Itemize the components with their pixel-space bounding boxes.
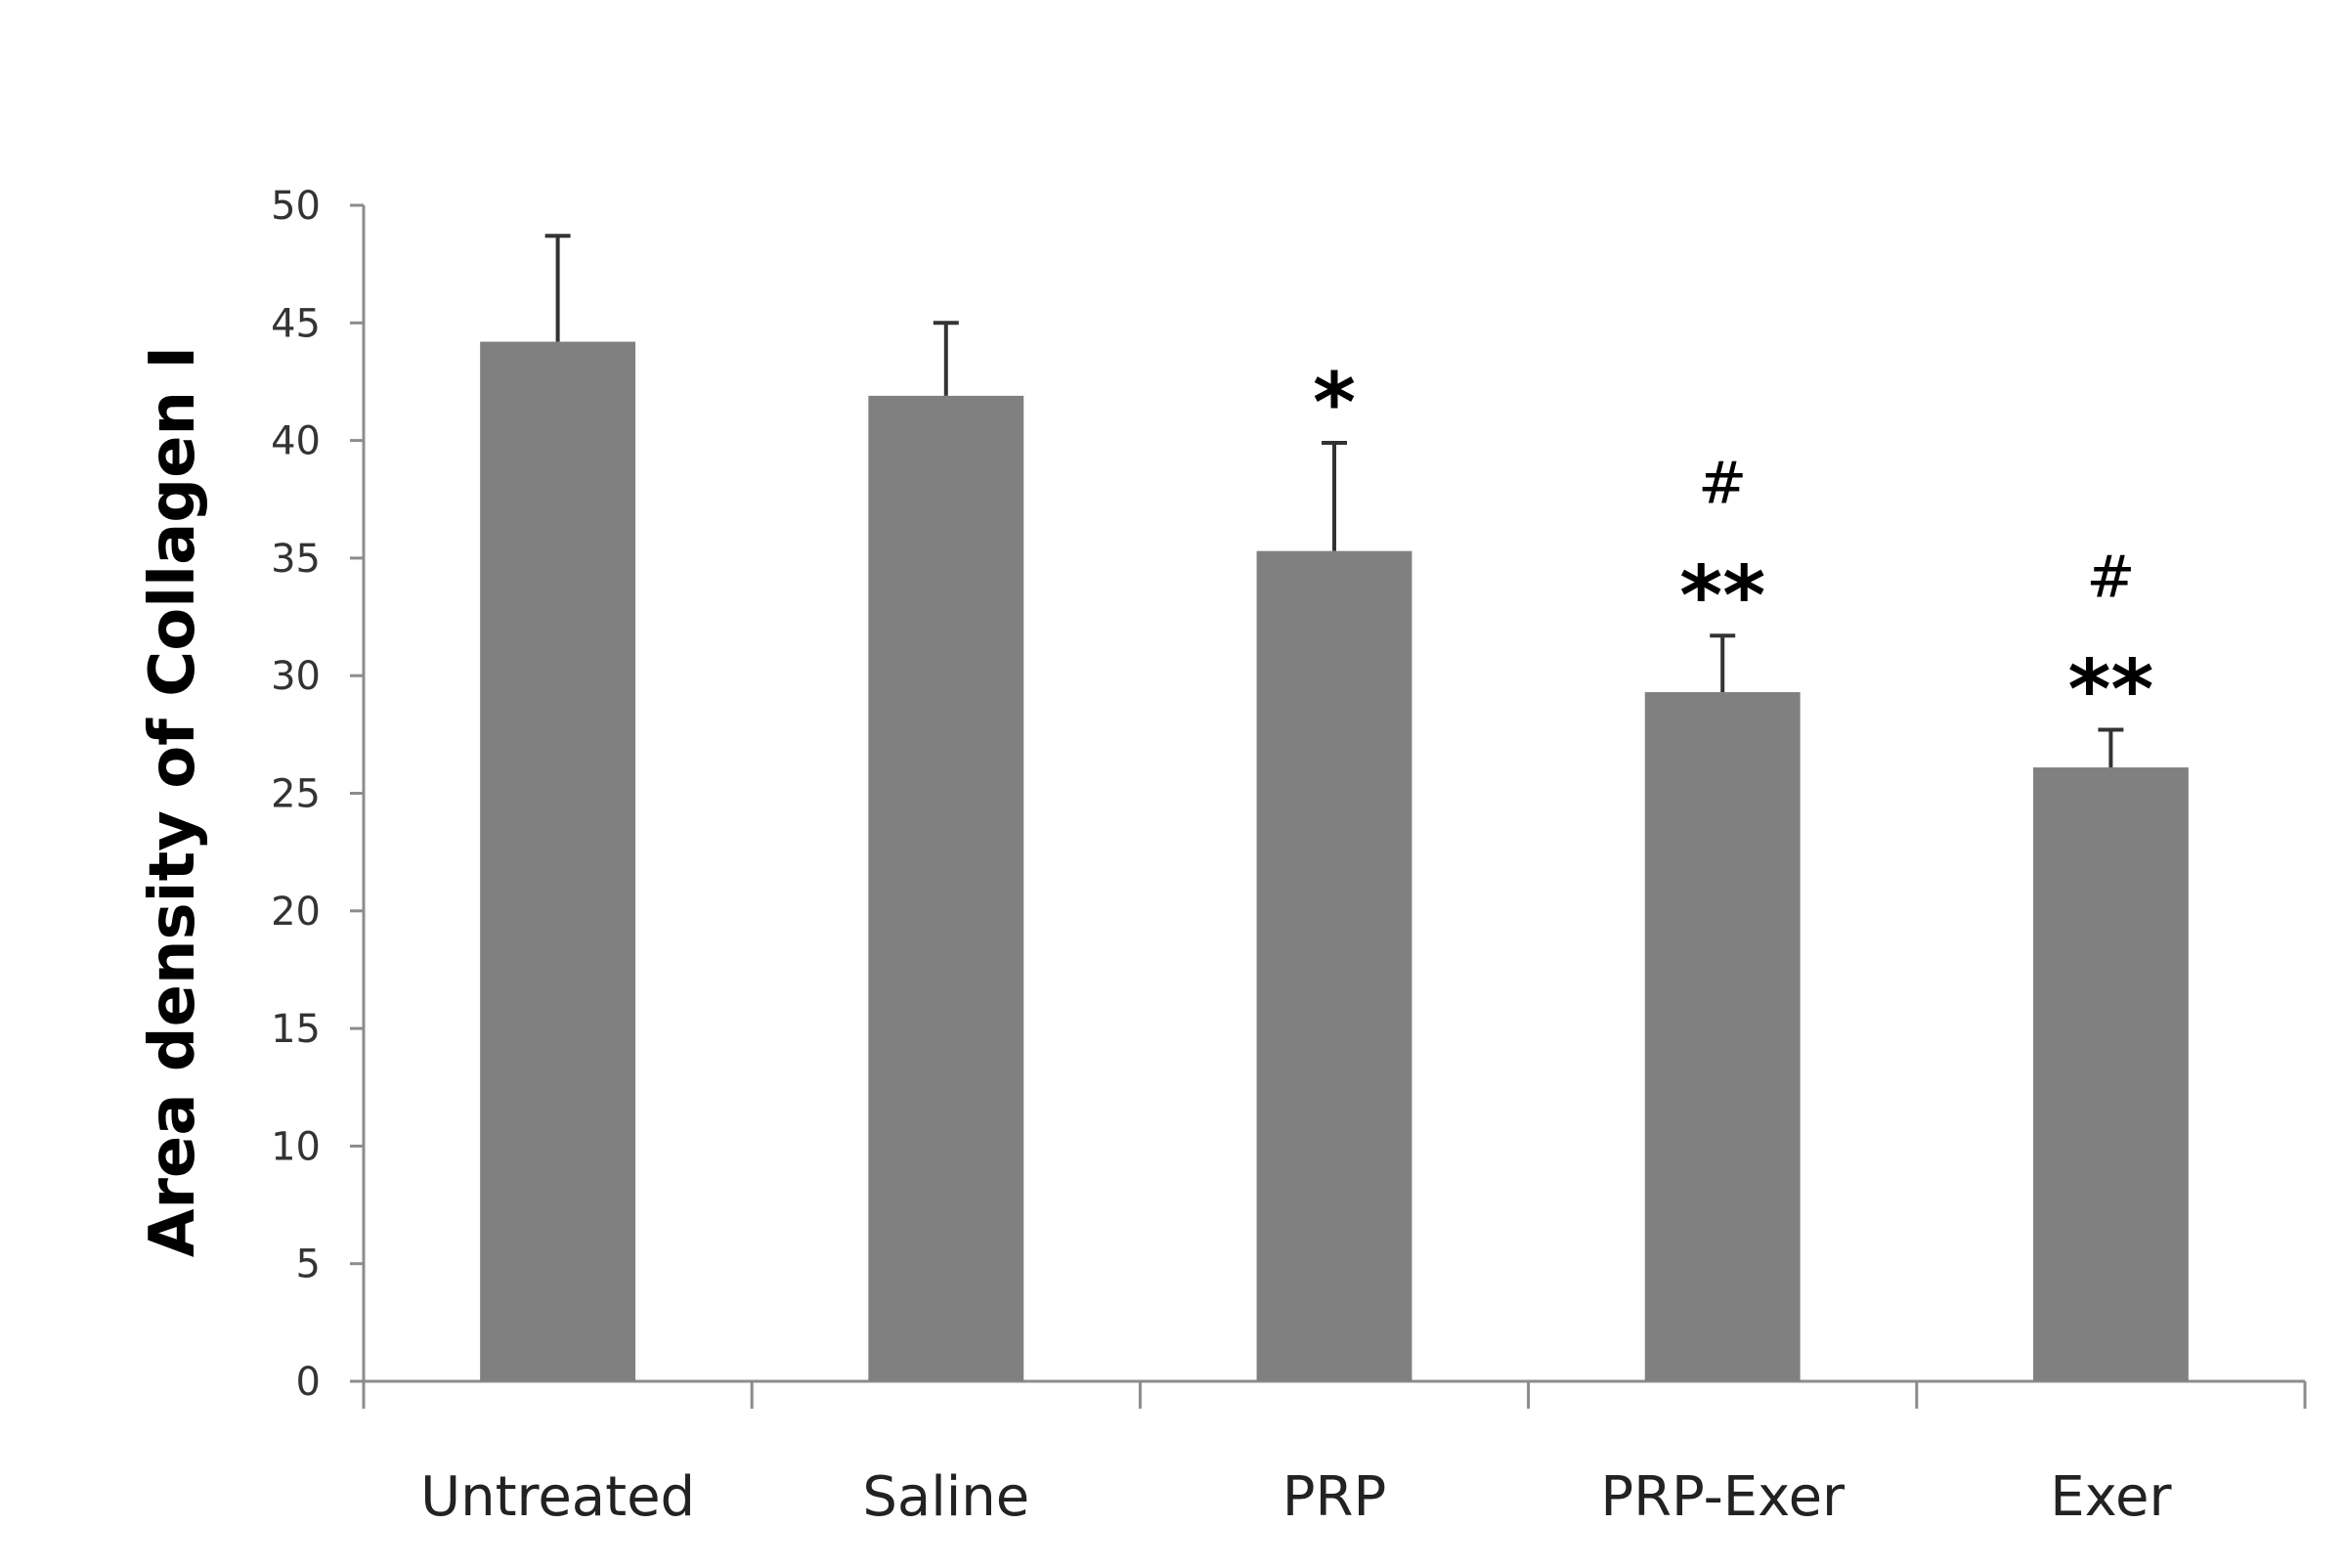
- y-axis: 0 5 10 15 20 25 30 35 40 45 50: [271, 184, 366, 1405]
- y-tick-label: 35: [271, 537, 321, 582]
- bar: [1644, 692, 1801, 1381]
- y-tick-label: 30: [271, 654, 321, 699]
- significance-star: **: [1679, 547, 1765, 643]
- y-tick-label: 40: [271, 419, 321, 464]
- significance-hash: #: [2086, 544, 2135, 612]
- error-bars: [544, 234, 2124, 768]
- bar: [868, 395, 1024, 1381]
- x-category-label: Saline: [862, 1465, 1029, 1529]
- significance-star: *: [1313, 355, 1356, 451]
- y-tick-label: 15: [271, 1007, 321, 1052]
- x-category-label: PRP: [1282, 1465, 1386, 1529]
- x-category-label: PRP-Exer: [1600, 1465, 1846, 1529]
- significance-star: **: [2067, 642, 2153, 738]
- bar: [2032, 767, 2189, 1381]
- bar: [1256, 550, 1412, 1381]
- y-tick-label: 5: [296, 1242, 321, 1287]
- x-category-label: Exer: [2050, 1465, 2172, 1529]
- significance-hash: #: [1698, 449, 1747, 517]
- significance-annotations: ***#**#: [1313, 355, 2153, 738]
- y-tick-label: 45: [271, 301, 321, 346]
- bars: [480, 341, 2189, 1382]
- y-tick-label: 0: [296, 1360, 321, 1405]
- x-axis: Untreated Saline PRP PRP-Exer Exer: [362, 1379, 2307, 1529]
- x-category-label: Untreated: [420, 1465, 695, 1529]
- y-axis-title: Area density of Collagen I: [137, 346, 209, 1257]
- y-tick-label: 10: [271, 1124, 321, 1169]
- y-tick-label: 50: [271, 184, 321, 229]
- y-tick-label: 25: [271, 772, 321, 817]
- bar: [480, 341, 636, 1382]
- y-tick-label: 20: [271, 890, 321, 935]
